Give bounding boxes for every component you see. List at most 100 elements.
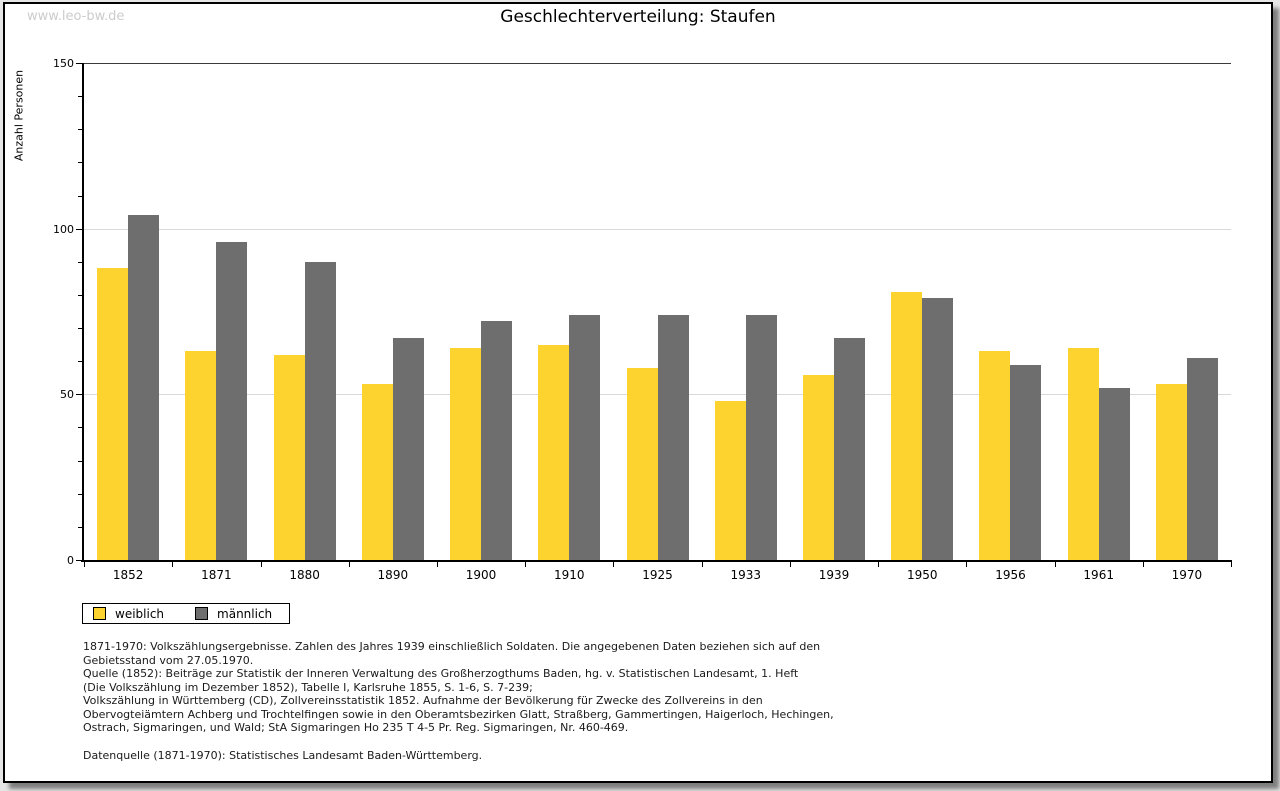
gridline-150	[84, 63, 1231, 64]
y-tick-150	[76, 63, 82, 64]
x-tick-1	[172, 562, 174, 567]
watermark: www.leo-bw.de	[27, 9, 125, 24]
x-tick-11	[1054, 562, 1056, 567]
x-axis-year-label-1880: 1880	[289, 568, 320, 582]
bar-männlich-1871	[216, 241, 248, 560]
chart-page-frame: www.leo-bw.de Geschlechterverteilung: St…	[3, 2, 1273, 783]
x-tick-9	[878, 562, 880, 567]
x-tick-2	[260, 562, 262, 567]
bar-weiblich-1970	[1155, 384, 1187, 560]
x-tick-0	[84, 562, 85, 567]
bar-group-1939	[790, 63, 878, 560]
bar-weiblich-1933	[714, 401, 746, 560]
x-tick-13	[1231, 562, 1232, 567]
bar-männlich-1939	[833, 338, 865, 560]
footnote-line-5: Volkszählung in Württemberg (CD), Zollve…	[83, 694, 763, 707]
bar-group-1900	[437, 63, 525, 560]
bar-weiblich-1871	[185, 351, 217, 560]
gridline-100	[84, 228, 1231, 230]
y-tick-label-50: 50	[60, 388, 74, 402]
y-tick-50	[76, 394, 82, 396]
bar-group-1852	[84, 63, 172, 560]
x-axis-year-label-1950: 1950	[906, 568, 938, 582]
y-tick-30	[78, 460, 82, 462]
y-tick-100	[76, 228, 82, 230]
datasource-line: Datenquelle (1871-1970): Statistisches L…	[83, 748, 483, 762]
footnote-line-4: (Die Volkszählung im Dezember 1852), Tab…	[83, 680, 533, 694]
legend-label-weiblich: weiblich	[115, 606, 165, 621]
footnote-lines: 1871-1970: Volkszählungsergebnisse. Zahl…	[83, 640, 933, 735]
x-axis-year-label-1890: 1890	[377, 568, 409, 582]
bar-männlich-1970	[1186, 357, 1218, 560]
x-tick-8	[789, 562, 791, 567]
x-axis-year-label-1852: 1852	[112, 568, 144, 582]
legend-label-maennlich: männlich	[217, 606, 273, 621]
x-tick-5	[525, 562, 527, 567]
y-tick-120	[78, 162, 82, 164]
bar-weiblich-1950	[891, 291, 923, 560]
plot-area: 0 50 100 150 1852 1871 1880 1890 1900 1910 1925 19…	[53, 57, 1232, 582]
legend: weiblich männlich	[82, 603, 290, 624]
y-tick-10	[78, 526, 82, 528]
bar-weiblich-1890	[361, 384, 393, 560]
y-tick-70	[78, 328, 82, 330]
x-tick-12	[1142, 562, 1144, 567]
bar-männlich-1933	[745, 314, 777, 560]
x-axis-labels: 1852 1871 1880 1890 1900 1910 1925 1933 1939 1950…	[84, 568, 1231, 582]
y-axis-label: Anzahl Personen	[12, 69, 26, 162]
footnote-line-2: Gebietsstand vom 27.05.1970.	[83, 653, 254, 667]
bar-group-1933	[702, 63, 790, 560]
x-axis-year-label-1961: 1961	[1083, 568, 1114, 582]
bar-group-1961	[1055, 63, 1143, 560]
bar-weiblich-1900	[450, 347, 482, 560]
y-tick-130	[78, 129, 82, 131]
bar-weiblich-1880	[273, 354, 305, 560]
y-tick-label-0: 0	[67, 554, 74, 567]
bar-männlich-1900	[481, 321, 513, 560]
bar-weiblich-1961	[1067, 347, 1099, 560]
bar-männlich-1890	[392, 338, 424, 560]
chart-title: Geschlechterverteilung: Staufen	[500, 7, 776, 27]
x-tick-7	[701, 562, 703, 567]
x-tick-4	[436, 562, 438, 567]
bar-männlich-1852	[128, 215, 160, 560]
x-axis-year-label-1970: 1970	[1171, 568, 1203, 582]
x-axis-year-label-1910: 1910	[554, 568, 585, 582]
bar-weiblich-1910	[538, 344, 570, 560]
y-tick-20	[78, 493, 82, 495]
x-axis-year-label-1925: 1925	[642, 568, 673, 582]
bar-group-1925	[613, 63, 701, 560]
bar-group-1910	[525, 63, 613, 560]
x-tick-10	[966, 562, 968, 567]
bar-männlich-1956	[1010, 364, 1042, 560]
x-axis-line	[81, 560, 1232, 562]
footnotes: 1871-1970: Volkszählungsergebnisse. Zahl…	[83, 640, 933, 762]
y-tick-110	[78, 195, 82, 197]
bar-weiblich-1939	[802, 374, 834, 560]
y-tick-0	[76, 560, 82, 561]
y-axis-line	[82, 63, 84, 562]
bar-group-1871	[172, 63, 260, 560]
footnote-line-1: 1871-1970: Volkszählungsergebnisse. Zahl…	[83, 640, 821, 653]
y-tick-label-150: 150	[53, 57, 74, 70]
bars-row	[84, 63, 1231, 560]
x-tick-6	[613, 562, 615, 567]
y-tick-40	[78, 427, 82, 429]
bar-weiblich-1852	[97, 268, 129, 560]
y-tick-60	[78, 361, 82, 363]
bar-weiblich-1925	[626, 367, 658, 560]
y-tick-140	[78, 96, 82, 98]
bar-männlich-1925	[657, 314, 689, 560]
bar-group-1880	[260, 63, 348, 560]
x-axis-year-label-1956: 1956	[995, 568, 1026, 582]
x-axis-year-label-1933: 1933	[730, 568, 762, 582]
bar-group-1950	[878, 63, 966, 560]
y-tick-label-100: 100	[53, 222, 74, 236]
legend-swatch-weiblich	[93, 607, 106, 620]
y-tick-80	[78, 294, 82, 296]
footnote-line-7: Ostrach, Sigmaringen, und Wald; StA Sigm…	[83, 721, 629, 734]
bar-group-1970	[1143, 63, 1231, 560]
x-axis-year-label-1900: 1900	[465, 568, 497, 582]
bar-männlich-1950	[922, 298, 954, 560]
bar-weiblich-1956	[979, 351, 1011, 560]
